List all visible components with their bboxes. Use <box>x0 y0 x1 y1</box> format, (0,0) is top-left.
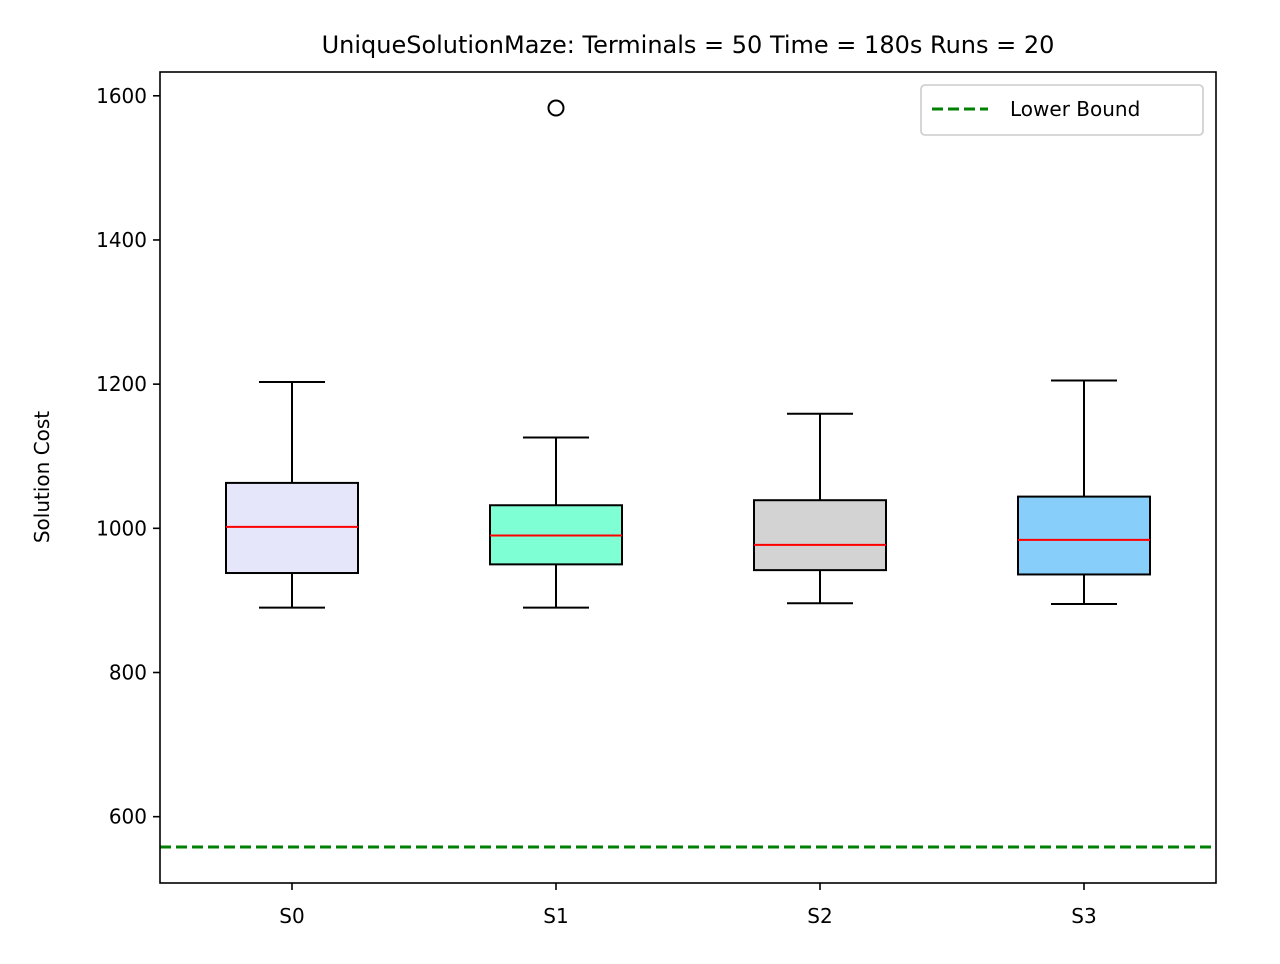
legend-label-lower-bound: Lower Bound <box>1010 97 1140 121</box>
x-tick-label: S3 <box>1071 904 1096 928</box>
legend: Lower Bound <box>920 84 1204 136</box>
y-tick-label: 600 <box>109 805 147 829</box>
data-marks <box>160 99 1216 849</box>
box-s2 <box>753 412 887 605</box>
box-s3 <box>1017 379 1151 606</box>
y-tick-label: 1000 <box>96 516 147 540</box>
y-tick-label: 1400 <box>96 228 147 252</box>
x-tick-label: S1 <box>543 904 568 928</box>
y-tick-label: 1600 <box>96 84 147 108</box>
chart-title: UniqueSolutionMaze: Terminals = 50 Time … <box>322 31 1055 59</box>
y-axis-label: Solution Cost <box>30 411 54 543</box>
x-tick-label: S2 <box>807 904 832 928</box>
box-body <box>753 499 887 572</box>
legend-frame <box>920 84 1204 136</box>
box-body <box>1017 495 1151 576</box>
plot-area <box>160 72 1216 883</box>
y-tick-label: 800 <box>109 661 147 685</box>
y-tick-label: 1200 <box>96 372 147 396</box>
box-s1 <box>489 99 623 609</box>
plot-border <box>159 71 1217 884</box>
outlier-point <box>547 99 565 117</box>
box-body <box>225 481 359 575</box>
x-tick-label: S0 <box>279 904 304 928</box>
box-s0 <box>225 380 359 609</box>
